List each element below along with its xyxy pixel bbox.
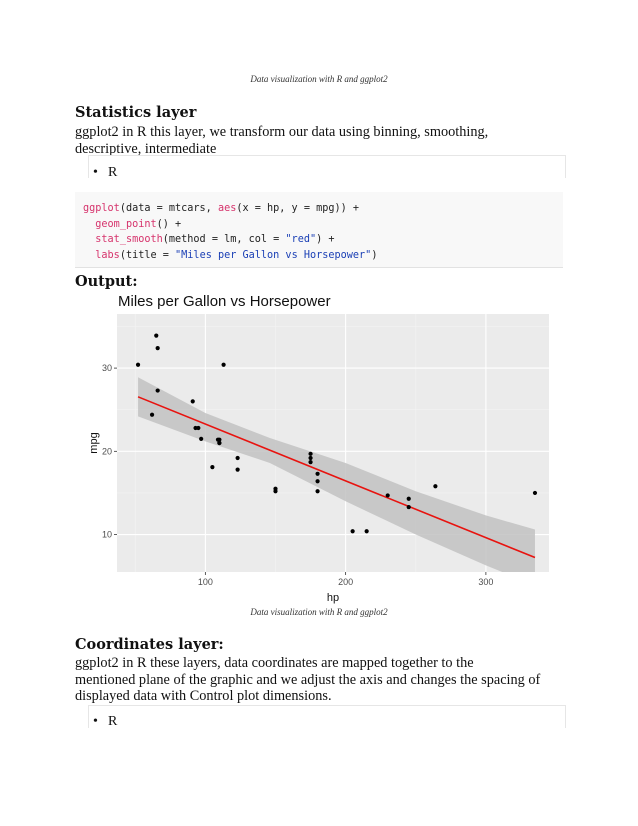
regression-line — [137, 396, 536, 559]
data-point — [196, 425, 201, 431]
data-point — [308, 455, 313, 461]
data-point — [308, 451, 313, 456]
language-label: R — [108, 714, 118, 729]
data-point — [190, 399, 195, 404]
data-point — [532, 490, 538, 496]
data-point — [135, 362, 141, 367]
chart-title: Miles per Gallon vs Horsepower — [118, 293, 331, 310]
page-caption: Data visualization with R and ggplot2 — [250, 74, 388, 84]
x-tick-label: 200 — [338, 577, 353, 587]
data-point — [350, 529, 355, 534]
output-heading: Output: — [75, 273, 138, 290]
figure-caption: Data visualization with R and ggplot2 — [250, 607, 388, 617]
x-tick-label: 300 — [478, 577, 493, 587]
data-point — [235, 467, 240, 472]
data-point — [149, 412, 155, 417]
data-point — [364, 529, 369, 534]
y-tick-label: 10 — [102, 530, 112, 540]
y-tick-label: 30 — [102, 363, 112, 373]
scatter-chart: Miles per Gallon vs Horsepower 100 200 300… — [88, 293, 549, 604]
section-text-line: ggplot2 in R this layer, we transform ou… — [75, 124, 489, 140]
data-point — [406, 504, 411, 510]
section-heading-coordinates: Coordinates layer: — [75, 636, 224, 653]
section-text-coordinates: ggplot2 in R these layers, data coordina… — [75, 655, 575, 705]
language-label: R — [108, 165, 118, 180]
data-point — [154, 333, 159, 338]
bullet-dot: • — [93, 165, 98, 180]
data-point — [315, 479, 320, 484]
language-tab-box — [88, 155, 566, 178]
data-point — [199, 436, 204, 441]
language-tab-box — [88, 705, 566, 728]
section-text-statistics: ggplot2 in R this layer, we transform ou… — [75, 124, 575, 157]
y-tick-label: 20 — [102, 446, 112, 456]
language-tab-r[interactable]: • R — [93, 165, 117, 181]
data-point — [221, 362, 226, 367]
code-line-2: geom_point() + — [95, 218, 182, 230]
data-point — [235, 455, 240, 461]
code-block: ggplot(data = mtcars, aes(x = hp, y = mp… — [75, 192, 563, 268]
plot-panel: 100 200 300 10 20 30 — [102, 314, 549, 587]
data-point — [217, 440, 222, 446]
data-point — [210, 465, 215, 470]
data-point — [155, 388, 160, 393]
section-text-line: mentioned plane of the graphic and we ad… — [75, 671, 541, 688]
section-heading-statistics: Statistics layer — [75, 104, 197, 121]
x-tick-label: 100 — [198, 577, 213, 587]
section-text-line: descriptive, intermediate — [75, 140, 217, 157]
section-text-line: displayed data with Control plot dimensi… — [75, 688, 332, 704]
data-point — [406, 496, 411, 501]
language-tab-r[interactable]: • R — [93, 714, 117, 730]
data-point — [217, 437, 222, 442]
section-text-line: ggplot2 in R these layers, data coordina… — [75, 655, 474, 671]
panel-contents — [117, 314, 549, 572]
x-axis-label: hp — [327, 592, 339, 604]
data-point — [308, 460, 313, 465]
code-line-3: stat_smooth(method = lm, col = "red") + — [95, 234, 335, 245]
y-axis-label: mpg — [88, 432, 100, 453]
data-point — [385, 493, 390, 498]
code-line-4: labs(title = "Miles per Gallon vs Horsep… — [95, 249, 378, 261]
code-line-1: ggplot(data = mtcars, aes(x = hp, y = mp… — [83, 203, 360, 214]
data-point — [273, 486, 278, 491]
data-point — [155, 346, 160, 351]
data-point — [315, 471, 320, 476]
bullet-dot: • — [93, 714, 98, 729]
data-point — [433, 484, 438, 489]
confidence-band — [138, 377, 535, 572]
data-point — [315, 489, 320, 494]
